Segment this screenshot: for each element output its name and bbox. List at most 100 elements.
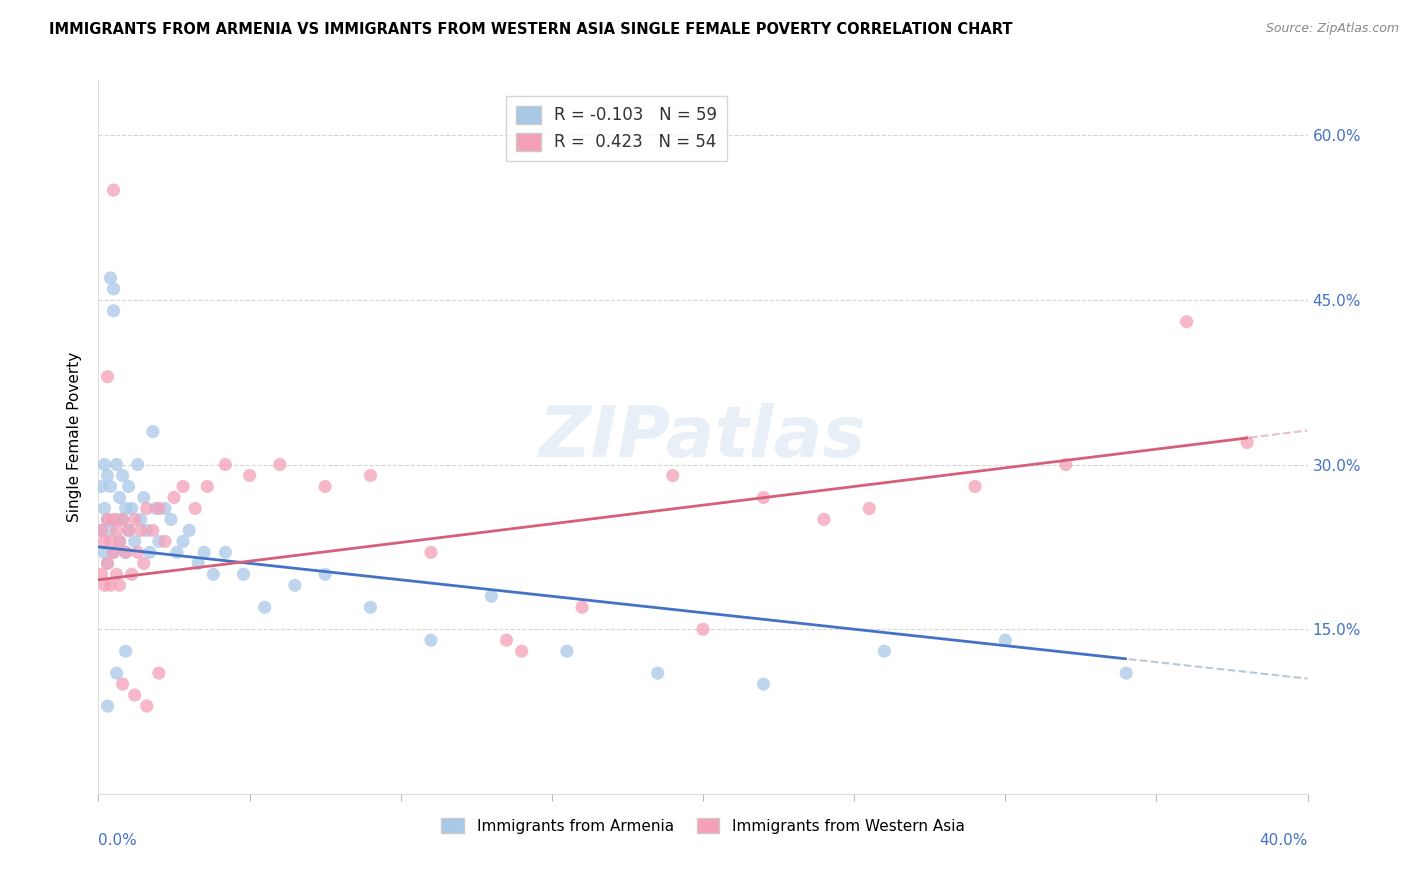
Point <box>105 458 128 472</box>
Point <box>121 501 143 516</box>
Point <box>100 479 122 493</box>
Point <box>994 633 1017 648</box>
Point <box>124 512 146 526</box>
Point <box>118 524 141 538</box>
Point <box>100 271 122 285</box>
Text: Source: ZipAtlas.com: Source: ZipAtlas.com <box>1265 22 1399 36</box>
Point <box>193 545 215 559</box>
Point <box>172 479 194 493</box>
Point <box>202 567 225 582</box>
Point <box>114 545 136 559</box>
Point <box>96 468 118 483</box>
Point <box>114 545 136 559</box>
Point <box>132 491 155 505</box>
Point <box>172 534 194 549</box>
Point <box>153 501 176 516</box>
Point <box>90 479 112 493</box>
Point <box>90 524 112 538</box>
Point <box>96 699 118 714</box>
Point <box>184 501 207 516</box>
Point <box>103 545 125 559</box>
Point <box>145 501 167 516</box>
Point <box>752 491 775 505</box>
Point <box>129 512 152 526</box>
Point <box>93 578 115 592</box>
Point <box>108 534 131 549</box>
Point <box>142 524 165 538</box>
Y-axis label: Single Female Poverty: Single Female Poverty <box>67 352 83 522</box>
Point <box>420 545 443 559</box>
Point <box>752 677 775 691</box>
Point <box>135 524 157 538</box>
Point <box>108 578 131 592</box>
Point <box>108 491 131 505</box>
Point <box>100 578 122 592</box>
Point <box>132 557 155 571</box>
Text: 40.0%: 40.0% <box>1260 833 1308 848</box>
Point <box>148 666 170 681</box>
Point <box>163 491 186 505</box>
Point <box>253 600 276 615</box>
Point <box>96 512 118 526</box>
Point <box>93 534 115 549</box>
Point <box>127 545 149 559</box>
Point <box>873 644 896 658</box>
Point <box>195 479 218 493</box>
Point <box>269 458 291 472</box>
Point <box>214 545 236 559</box>
Point <box>214 458 236 472</box>
Point <box>166 545 188 559</box>
Point <box>1054 458 1077 472</box>
Point <box>160 512 183 526</box>
Point <box>100 534 122 549</box>
Point <box>1236 435 1258 450</box>
Point <box>495 633 517 648</box>
Point <box>121 567 143 582</box>
Point <box>153 534 176 549</box>
Point <box>284 578 307 592</box>
Point <box>360 468 382 483</box>
Point <box>360 600 382 615</box>
Text: ZIPatlas: ZIPatlas <box>540 402 866 472</box>
Point <box>142 425 165 439</box>
Point <box>111 677 134 691</box>
Point <box>111 512 134 526</box>
Point <box>232 567 254 582</box>
Point <box>571 600 593 615</box>
Point <box>96 557 118 571</box>
Text: IMMIGRANTS FROM ARMENIA VS IMMIGRANTS FROM WESTERN ASIA SINGLE FEMALE POVERTY CO: IMMIGRANTS FROM ARMENIA VS IMMIGRANTS FR… <box>49 22 1012 37</box>
Point <box>139 545 162 559</box>
Point <box>118 479 141 493</box>
Point <box>96 512 118 526</box>
Point <box>148 501 170 516</box>
Point <box>1175 315 1198 329</box>
Point <box>105 567 128 582</box>
Point <box>555 644 578 658</box>
Point <box>124 534 146 549</box>
Legend: R = -0.103   N = 59, R =  0.423   N = 54: R = -0.103 N = 59, R = 0.423 N = 54 <box>506 95 727 161</box>
Text: 0.0%: 0.0% <box>98 833 138 848</box>
Point <box>103 545 125 559</box>
Point <box>1115 666 1137 681</box>
Point <box>96 557 118 571</box>
Point <box>692 622 714 636</box>
Point <box>127 458 149 472</box>
Point <box>93 501 115 516</box>
Point <box>647 666 669 681</box>
Point <box>314 567 336 582</box>
Point <box>118 524 141 538</box>
Point <box>93 545 115 559</box>
Point <box>129 524 152 538</box>
Point <box>239 468 262 483</box>
Point <box>314 479 336 493</box>
Point <box>111 512 134 526</box>
Point <box>103 512 125 526</box>
Point <box>813 512 835 526</box>
Point <box>105 512 128 526</box>
Point <box>111 468 134 483</box>
Point <box>108 534 131 549</box>
Point <box>100 524 122 538</box>
Point <box>105 666 128 681</box>
Point <box>124 688 146 702</box>
Point <box>148 534 170 549</box>
